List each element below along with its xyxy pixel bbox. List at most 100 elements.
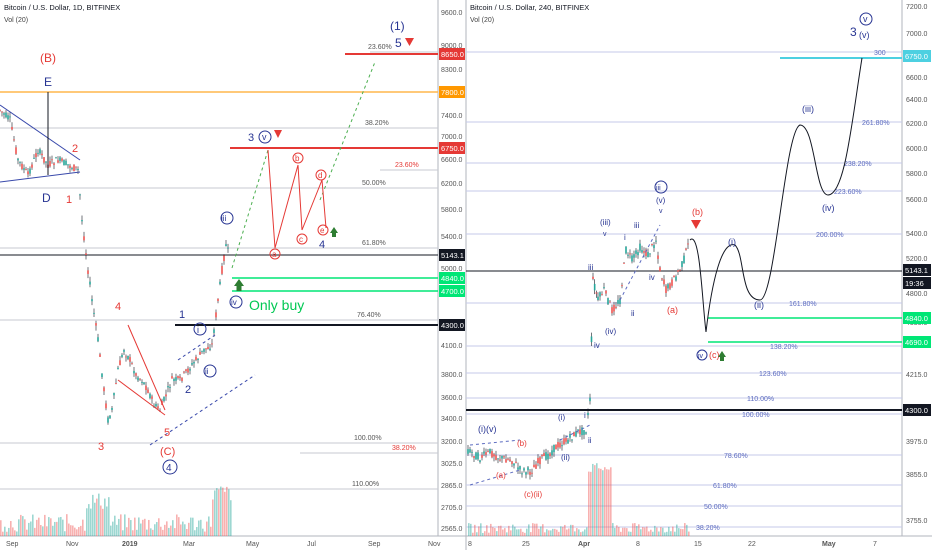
left-candle-body <box>95 323 97 326</box>
left-volume-bar <box>80 525 82 536</box>
right-candle-body <box>617 300 619 304</box>
left-candle-body <box>25 169 27 171</box>
left-fib-label: 23.60% <box>395 162 419 169</box>
right-candle-body <box>471 451 473 453</box>
right-candle-body <box>467 449 469 454</box>
right-candle-body <box>605 290 607 294</box>
right-candle-body <box>592 276 594 279</box>
left-wave-top-1: (1) <box>390 19 405 33</box>
left-title: Bitcoin / U.S. Dollar, 1D, BITFINEX <box>4 3 120 12</box>
right-candle-body <box>501 455 503 459</box>
right-volume-bar <box>668 526 670 536</box>
right-candle-body <box>659 267 661 272</box>
left-candle-body <box>137 377 139 381</box>
right-volume-bar <box>566 529 568 536</box>
right-volume-bar <box>478 526 480 536</box>
right-candle-body <box>619 298 621 305</box>
left-price-tag-bg <box>439 142 465 154</box>
left-fib-label: 50.00% <box>362 180 386 187</box>
right-label-ii: ii <box>631 309 635 318</box>
left-candle-body <box>87 270 89 274</box>
right-volume-bar <box>616 525 618 536</box>
left-wave-3: 3 <box>98 441 104 453</box>
left-volume-bar <box>164 524 166 536</box>
left-fib-label: 23.60% <box>368 44 392 51</box>
left-candle-body <box>61 158 63 161</box>
right-volume-bar <box>556 529 558 536</box>
right-label-iv: iv <box>594 341 600 350</box>
left-price-tag: 7800.0 <box>441 88 464 97</box>
right-volume-bar <box>626 528 628 536</box>
left-y-tick: 7000.0 <box>441 134 463 141</box>
left-volume-bar <box>26 529 28 536</box>
left-wave-e-circle <box>317 224 329 236</box>
right-candle-body <box>535 464 537 469</box>
right-wave-ii: (ii) <box>754 300 764 310</box>
right-y-tick: 6200.0 <box>906 121 928 128</box>
right-candle-body <box>567 439 569 444</box>
left-y-tick: 6200.0 <box>441 181 463 188</box>
left-candle-body <box>113 392 115 396</box>
right-price-tag-bg <box>903 404 931 416</box>
right-y-tick: 5400.0 <box>906 231 928 238</box>
right-volume-bar <box>648 531 650 536</box>
left-candle-body <box>91 299 93 302</box>
right-x-tick: May <box>822 541 836 548</box>
left-volume-bar <box>92 494 94 536</box>
right-label-v-lower: v <box>659 208 663 215</box>
right-volume-bar <box>658 531 660 536</box>
left-candle-body <box>19 161 21 163</box>
left-x-tick: Sep <box>6 541 19 548</box>
left-candle-body <box>63 160 65 166</box>
right-candle-body <box>569 434 571 438</box>
left-volume-bar <box>78 527 80 536</box>
left-volume-bar <box>108 497 110 536</box>
right-projection-path <box>689 57 863 333</box>
left-volume-bar <box>230 500 232 536</box>
right-volume-bar <box>534 523 536 536</box>
left-candle-body <box>155 403 157 407</box>
left-wave-b-circle <box>292 152 304 164</box>
right-x-tick: 8 <box>636 541 640 548</box>
left-volume-bar <box>22 516 24 536</box>
left-candle-body <box>169 387 171 389</box>
right-fib-label: 110.00% <box>747 396 774 403</box>
left-candle-body <box>179 376 181 379</box>
left-volume-bar <box>120 514 122 536</box>
right-candle-body <box>599 292 601 297</box>
right-volume-bar <box>590 471 592 536</box>
left-candle-body <box>0 109 1 111</box>
right-candle-body <box>593 283 596 291</box>
right-volume-bar <box>490 523 492 536</box>
left-wave-4-circle <box>162 459 178 475</box>
right-label-c-ii: (c)(ii) <box>524 490 543 499</box>
right-candle-body <box>571 439 573 441</box>
left-volume-bar <box>134 517 136 536</box>
right-candle-body <box>533 464 535 468</box>
right-volume-bar <box>576 528 578 536</box>
left-volume-bar <box>104 498 106 536</box>
left-wave-iv-circle <box>229 295 243 309</box>
left-volume-bar <box>144 518 146 536</box>
left-candle-body <box>105 403 107 409</box>
right-volume-bar <box>492 527 494 536</box>
left-candle-body <box>75 166 77 168</box>
left-volume-bar <box>48 517 50 536</box>
right-candle-body <box>655 240 657 242</box>
right-volume-bar <box>524 532 526 536</box>
left-price-tag: 8650.0 <box>441 50 464 59</box>
left-y-tick: 3800.0 <box>441 372 463 379</box>
right-label-i-small: (i) <box>558 413 565 422</box>
left-candle-body <box>127 355 129 360</box>
left-volume-bar <box>188 522 190 536</box>
left-candle-body <box>171 376 173 379</box>
right-wave-b: (b) <box>692 207 703 217</box>
right-candle-body <box>491 451 493 458</box>
left-volume-bar <box>216 488 218 536</box>
right-volume-bar <box>646 526 648 536</box>
right-candle-body <box>590 336 593 343</box>
right-volume-bar <box>676 524 678 536</box>
left-volume-bar <box>148 519 150 536</box>
left-candle-body <box>147 389 149 393</box>
right-wave-3: 3 <box>850 25 857 39</box>
